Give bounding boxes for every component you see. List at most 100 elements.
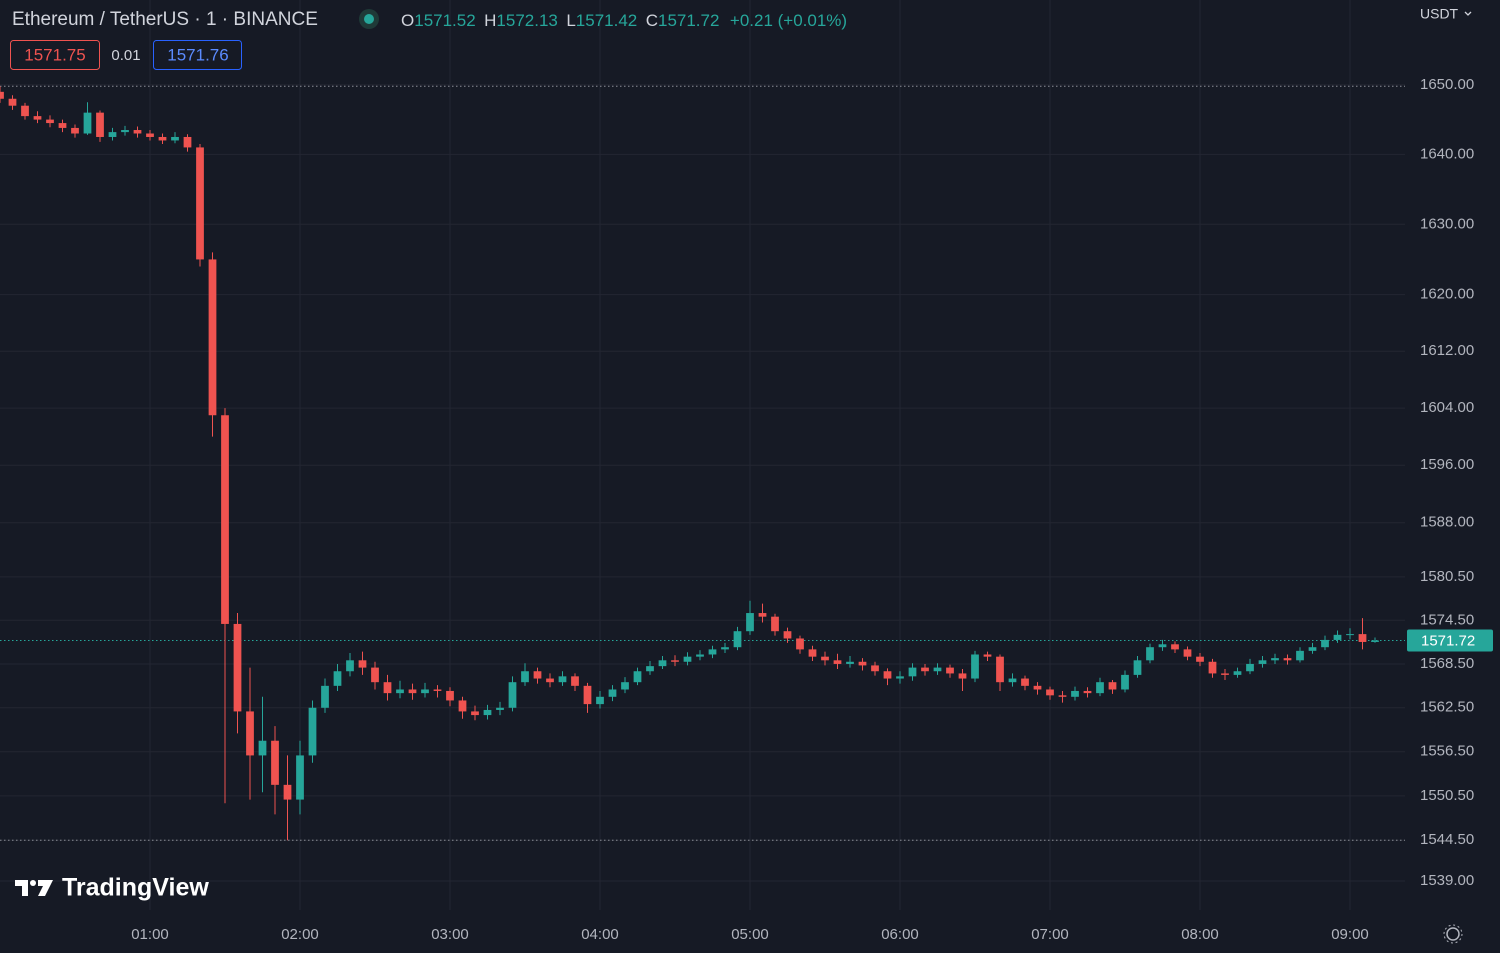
candle-body — [33, 116, 42, 120]
candle-body — [596, 696, 604, 705]
candle-body — [471, 711, 479, 716]
settings-icon[interactable] — [1443, 924, 1463, 944]
candle-body — [458, 700, 467, 712]
candle-body — [296, 755, 304, 800]
candle-body — [758, 613, 767, 617]
candle-body — [721, 647, 729, 650]
candle-body — [996, 656, 1004, 683]
candle-body — [246, 711, 254, 756]
y-tick-label: 1640.00 — [1420, 145, 1474, 162]
y-tick-label: 1544.50 — [1420, 831, 1474, 848]
candle-body — [283, 784, 292, 800]
candle-body — [871, 665, 879, 672]
candle-body — [533, 671, 542, 679]
candle-body — [496, 707, 504, 710]
ask-price: 1571.76 — [167, 45, 228, 64]
axes: 1650.00 1640.00 1630.00 1620.00 1612.00 1604.… — [131, 76, 1493, 943]
logo-mark — [38, 880, 53, 896]
candle-body — [133, 130, 142, 134]
candle-body — [696, 654, 704, 657]
y-tick-label: 1580.50 — [1420, 568, 1474, 585]
candle-body — [683, 656, 692, 662]
candle-body — [633, 671, 642, 683]
candle-body — [558, 676, 567, 683]
candle-body — [908, 667, 917, 677]
grid — [0, 0, 1405, 910]
candle-body — [746, 613, 754, 632]
x-tick-label: 09:00 — [1331, 926, 1369, 943]
candle-body — [771, 616, 779, 632]
currency[interactable]: USDT — [1420, 6, 1459, 22]
candle-body — [1071, 690, 1079, 697]
bid-box[interactable] — [10, 40, 100, 70]
y-tick-label: 1562.50 — [1420, 699, 1474, 716]
y-tick-label: 1550.50 — [1420, 787, 1474, 804]
candle-body — [1271, 658, 1279, 661]
candle-body — [846, 661, 854, 664]
candle-body — [1221, 673, 1229, 675]
candle-body — [146, 133, 154, 137]
candle-body — [608, 689, 617, 697]
legend-value: 1572.13 — [496, 11, 557, 30]
last-price-label: 1571.72 — [1421, 632, 1475, 649]
legend-key: H — [484, 11, 496, 30]
candle-body — [1121, 674, 1129, 690]
candle-body — [1083, 690, 1092, 694]
candle-body — [358, 660, 367, 668]
candle-body — [546, 678, 554, 683]
candle-body — [621, 682, 629, 690]
candle-body — [921, 667, 929, 672]
x-tick-label: 07:00 — [1031, 926, 1069, 943]
candle-body — [1321, 639, 1329, 648]
candle-body — [208, 259, 217, 416]
candle-body — [646, 666, 654, 672]
branding: TradingView — [62, 874, 209, 902]
legend-key: L — [566, 11, 575, 30]
candle-body — [71, 127, 79, 134]
x-tick-label: 02:00 — [281, 926, 319, 943]
candle-body — [446, 690, 454, 701]
candle-body — [108, 132, 117, 137]
candle-body — [708, 649, 717, 655]
candle-body — [258, 740, 267, 756]
candle-body — [1058, 695, 1067, 697]
candle-body — [521, 671, 529, 683]
legend-value: 1571.72 — [658, 11, 719, 30]
candle-body — [1283, 658, 1292, 661]
candle-body — [221, 415, 229, 624]
candle-body — [1146, 647, 1154, 661]
candle-body — [858, 661, 867, 666]
currency-chevron — [1464, 11, 1472, 16]
candle-body — [1308, 647, 1317, 651]
candle-body — [1158, 644, 1167, 648]
candles — [0, 86, 1379, 841]
spread: 0.01 — [111, 47, 140, 64]
y-tick-label: 1574.50 — [1420, 611, 1474, 628]
candle-body — [1046, 689, 1054, 696]
candle-body — [346, 660, 354, 672]
candle-body — [971, 654, 979, 679]
candle-body — [321, 685, 329, 708]
y-tick-label: 1539.00 — [1420, 872, 1474, 889]
ask-box[interactable] — [153, 40, 242, 70]
logo-mark — [30, 880, 36, 886]
y-tick-label: 1650.00 — [1420, 76, 1474, 93]
logo — [15, 880, 53, 896]
candle-body — [583, 685, 592, 705]
candle-body — [1096, 682, 1104, 694]
candle-body — [333, 671, 342, 686]
candle-body — [58, 123, 67, 128]
candle-body — [158, 136, 167, 141]
y-tick-label: 1630.00 — [1420, 215, 1474, 232]
legend-ohlc: O1571.52 H1572.13 L1571.42 C1571.72 +0.2… — [401, 11, 847, 30]
last-price-tag — [1407, 629, 1493, 652]
settings-gear[interactable] — [1446, 927, 1460, 941]
candle-body — [1246, 663, 1254, 672]
legend-key: O — [401, 11, 414, 30]
candle-body — [1258, 660, 1267, 664]
chart-title: Ethereum / TetherUS · 1 · BINANCE — [12, 9, 318, 30]
candle-body — [1171, 644, 1179, 650]
candle-body — [171, 136, 179, 141]
candle-body — [833, 660, 842, 664]
candle-body — [1196, 656, 1204, 662]
